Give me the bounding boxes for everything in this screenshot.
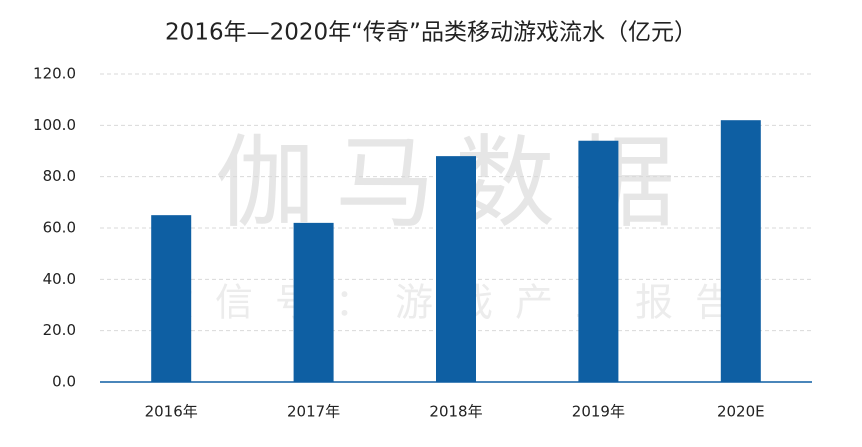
x-tick-label: 2016年	[145, 403, 198, 421]
bar	[436, 156, 476, 382]
x-tick-label: 2019年	[572, 403, 625, 421]
y-tick-label: 20.0	[43, 321, 76, 339]
y-tick-label: 120.0	[33, 65, 76, 83]
x-tick-label: 2020E	[717, 403, 765, 421]
chart-title: 2016年—2020年“传奇”品类移动游戏流水（亿元）	[165, 20, 697, 46]
bar	[151, 215, 192, 382]
bar	[578, 140, 619, 382]
y-tick-label: 0.0	[52, 373, 76, 391]
y-tick-label: 60.0	[43, 219, 76, 237]
x-tick-label: 2018年	[429, 403, 482, 421]
y-tick-label: 100.0	[33, 116, 76, 134]
x-tick-label: 2017年	[287, 403, 340, 421]
bar	[720, 120, 761, 382]
bar	[293, 222, 334, 382]
y-tick-label: 80.0	[43, 167, 76, 185]
y-tick-label: 40.0	[43, 270, 76, 288]
